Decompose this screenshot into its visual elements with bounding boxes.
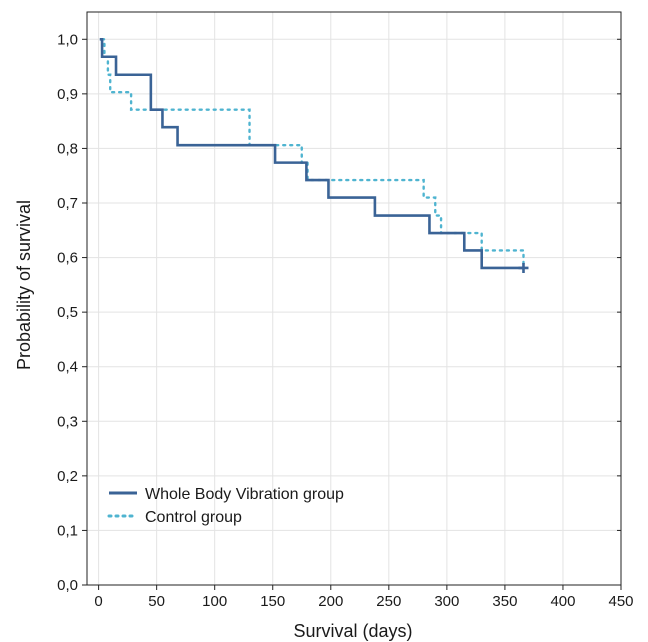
y-tick-label: 0,0 [57,577,78,594]
x-tick-label: 300 [434,593,459,610]
x-tick-label: 350 [492,593,517,610]
x-tick-labels: 0 50 100 150 200 250 300 350 400 450 [94,593,633,610]
y-tick-label: 0,8 [57,140,78,157]
y-tick-labels: 0,0 0,1 0,2 0,3 0,4 0,5 0,6 0,7 0,8 0,9 1,0 [57,31,78,594]
y-tick-label: 0,2 [57,468,78,485]
y-tick-label: 0,3 [57,413,78,430]
x-tick-label: 100 [202,593,227,610]
y-tick-label: 1,0 [57,31,78,48]
x-tick-label: 450 [608,593,633,610]
y-tick-label: 0,4 [57,359,78,376]
series-whole-body-vibration-group [99,37,524,270]
x-axis-title: Survival (days) [293,621,412,641]
legend: Whole Body Vibration group Control group [107,486,344,526]
y-tick-label: 0,6 [57,250,78,267]
x-tick-label: 50 [148,593,165,610]
y-tick-label: 0,7 [57,195,78,212]
x-tick-label: 150 [260,593,285,610]
censor-mark [518,262,529,273]
plot-frame [86,11,622,586]
x-tick-label: 250 [376,593,401,610]
x-tick-label: 200 [318,593,343,610]
x-tick-label: 400 [550,593,575,610]
series-layer [99,37,529,273]
legend-label-whole-body-vibration: Whole Body Vibration group [145,486,344,503]
axis-ticks [82,38,622,590]
x-tick-label: 0 [94,593,102,610]
y-tick-label: 0,9 [57,86,78,103]
y-tick-label: 0,1 [57,522,78,539]
y-axis-title: Probability of survival [14,200,34,370]
legend-label-control: Control group [145,509,242,526]
y-tick-label: 0,5 [57,304,78,321]
